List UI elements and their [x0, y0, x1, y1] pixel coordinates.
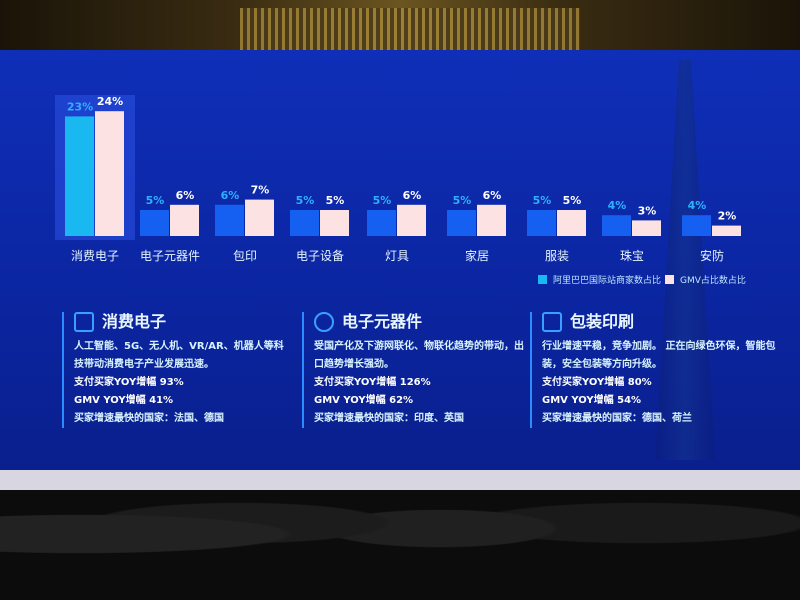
card-gmv-growth: GMV YOY增幅 41% [74, 395, 174, 406]
bar [140, 210, 169, 236]
card-electronic-components: 电子元器件 受国产化及下游网联化、物联化趋势的带动，出口趋势增长强劲。 支付买家… [302, 312, 529, 428]
category-label: 家居 [465, 248, 489, 263]
box-icon [74, 312, 94, 332]
data-label: 24% [97, 95, 123, 108]
bar [557, 210, 586, 236]
data-label: 5% [326, 194, 345, 207]
card-title: 包装印刷 [570, 312, 635, 331]
bar [320, 210, 349, 236]
data-label: 7% [251, 184, 270, 197]
card-description: 行业增速平稳，竞争加剧。 正在向绿色环保，智能包装，安全包装等方向升级。 [542, 341, 776, 370]
legend-swatch [665, 275, 674, 284]
bar [170, 204, 199, 236]
card-description: 受国产化及下游网联化、物联化趋势的带动，出口趋势增长强劲。 [314, 341, 524, 370]
bar [397, 204, 426, 236]
legend-label: GMV占比数占比 [680, 276, 746, 286]
card-buyer-growth: 支付买家YOY增幅 93% [74, 377, 184, 388]
data-label: 6% [483, 189, 502, 202]
bar [632, 220, 661, 236]
bar-chart: 23% 24% 消费电子 5% 6% 电子元器件 6% 7% 包印 5% 5% 电子设备 5% 6% 灯具 5… [55, 95, 741, 263]
data-label: 6% [403, 189, 422, 202]
category-label: 灯具 [385, 249, 409, 263]
data-label: 6% [221, 189, 240, 202]
data-label: 5% [563, 194, 582, 207]
data-label: 5% [453, 194, 472, 207]
bar [602, 215, 631, 236]
bar [527, 210, 556, 236]
legend-label: 阿里巴巴国际站商家数占比 [553, 276, 662, 286]
card-consumer-electronics: 消费电子 人工智能、5G、无人机、VR/AR、机器人等科技带动消费电子产业发展迅… [62, 312, 289, 428]
card-gmv-growth: GMV YOY增幅 54% [542, 395, 642, 406]
bar [712, 225, 741, 236]
card-countries: 买家增速最快的国家：德国、荷兰 [542, 413, 692, 424]
bar [447, 210, 476, 236]
data-label: 3% [638, 204, 657, 217]
data-label: 5% [373, 194, 392, 207]
clipboard-icon [542, 312, 562, 332]
card-countries: 买家增速最快的国家：印度、英国 [314, 413, 464, 424]
card-description: 人工智能、5G、无人机、VR/AR、机器人等科技带动消费电子产业发展迅速。 [74, 341, 284, 370]
category-label: 安防 [700, 248, 724, 263]
category-label: 服装 [545, 249, 569, 263]
bar [367, 210, 396, 236]
data-label: 2% [718, 210, 737, 223]
data-label: 5% [533, 194, 552, 207]
category-label: 包印 [233, 249, 257, 263]
bar [477, 204, 506, 236]
bar [215, 204, 244, 236]
audience [0, 490, 800, 600]
bar [65, 116, 94, 236]
bar [245, 199, 274, 236]
card-buyer-growth: 支付买家YOY增幅 80% [542, 377, 652, 388]
card-gmv-growth: GMV YOY增幅 62% [314, 395, 414, 406]
card-countries: 买家增速最快的国家：法国、德国 [74, 413, 224, 424]
bar [290, 210, 319, 236]
data-label: 5% [146, 194, 165, 207]
category-label: 电子元器件 [140, 249, 200, 263]
bar [95, 111, 124, 236]
card-title: 消费电子 [102, 312, 167, 331]
category-label: 电子设备 [296, 249, 344, 263]
category-label: 消费电子 [71, 249, 119, 263]
legend-item-gmv: GMV占比数占比 [665, 273, 746, 286]
ceiling-ornament [240, 8, 580, 53]
card-buyer-growth: 支付买家YOY增幅 126% [314, 377, 431, 388]
data-label: 6% [176, 189, 195, 202]
card-title: 电子元器件 [342, 312, 423, 331]
data-label: 5% [296, 194, 315, 207]
data-label: 4% [608, 199, 627, 212]
legend-swatch [538, 275, 547, 284]
category-label: 珠宝 [620, 249, 644, 263]
card-packaging-printing: 包装印刷 行业增速平稳，竞争加剧。 正在向绿色环保，智能包装，安全包装等方向升级… [530, 312, 792, 428]
bar [682, 215, 711, 236]
legend-item-merchants: 阿里巴巴国际站商家数占比 [538, 273, 661, 286]
data-label: 23% [67, 100, 93, 113]
badge-check-icon [314, 312, 334, 332]
data-label: 4% [688, 199, 707, 212]
